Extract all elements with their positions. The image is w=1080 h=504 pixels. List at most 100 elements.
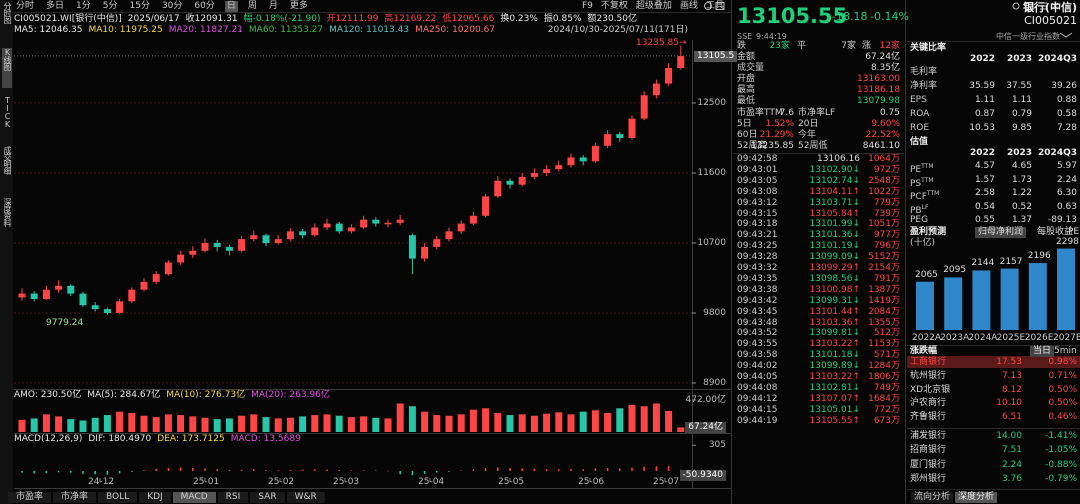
side-tab[interactable]: K线图 bbox=[2, 48, 12, 88]
volume-bar bbox=[201, 417, 209, 432]
macd-bar bbox=[167, 468, 170, 471]
macd-bar bbox=[570, 468, 572, 471]
stock-name[interactable]: 工商银行 bbox=[910, 357, 947, 367]
side-tab[interactable]: 深度资料 bbox=[3, 198, 12, 226]
stock-name[interactable]: 浦发银行 bbox=[910, 431, 947, 441]
period-tab[interactable]: 多日 bbox=[46, 1, 65, 11]
legend-item: MA(20): 263.96亿 bbox=[251, 390, 330, 400]
period-tab[interactable]: 月 bbox=[268, 1, 278, 11]
tool-button[interactable]: 超级叠加 bbox=[635, 1, 672, 11]
macd-bar bbox=[338, 470, 340, 471]
candle-body bbox=[372, 219, 380, 224]
panel-tab[interactable]: 流向分析 bbox=[911, 492, 954, 503]
macd-bar bbox=[240, 469, 243, 471]
quote-value: 7.6 bbox=[779, 108, 794, 118]
candle-body bbox=[128, 289, 136, 302]
macd-bar bbox=[655, 466, 658, 471]
tool-button[interactable]: 画线 bbox=[679, 1, 698, 11]
candle-body bbox=[262, 235, 270, 244]
bar-value-label: 2144 bbox=[971, 258, 995, 269]
candle-body bbox=[177, 254, 185, 263]
side-tab[interactable]: 成交明细 bbox=[3, 146, 12, 174]
stock-name[interactable]: 沪农商行 bbox=[910, 398, 947, 409]
indicator-tab[interactable]: W&R bbox=[286, 492, 325, 503]
volume-bar bbox=[55, 416, 63, 432]
period-tab[interactable]: 日 bbox=[224, 1, 238, 12]
window-icon[interactable] bbox=[1025, 2, 1034, 10]
side-tab[interactable]: 分时图 bbox=[3, 2, 12, 23]
ma-legend: MA5: 12046.35 MA10: 11975.25 MA20: 11827.2… bbox=[14, 25, 495, 36]
forecast-bar bbox=[1057, 248, 1075, 330]
macd-bar bbox=[387, 470, 389, 472]
volume-bar bbox=[140, 415, 148, 432]
period-tab[interactable]: 1分 bbox=[76, 1, 91, 11]
bar-value-label: 2157 bbox=[999, 256, 1023, 267]
mode-tab[interactable]: 5min bbox=[1054, 346, 1077, 356]
stock-name[interactable]: 杭州银行 bbox=[910, 370, 947, 381]
stock-price: 6.51 bbox=[1001, 412, 1022, 423]
period-tab[interactable]: 周 bbox=[247, 1, 257, 11]
tool-button[interactable]: 不复权 bbox=[600, 1, 628, 11]
indicator-tab[interactable]: KDJ bbox=[139, 492, 171, 503]
info-item: 2025/06/17 bbox=[127, 14, 180, 24]
forecast-button[interactable]: 归母净利润 bbox=[975, 227, 1027, 238]
stock-change: 0.46% bbox=[1048, 412, 1077, 423]
volume-bar bbox=[30, 418, 38, 432]
candle-body bbox=[640, 95, 648, 119]
indicator-tab[interactable]: SAR bbox=[250, 492, 285, 503]
price-change: -18.18 bbox=[832, 10, 868, 23]
candle-body bbox=[579, 157, 587, 162]
stock-name[interactable]: XD北京银 bbox=[910, 384, 951, 395]
stock-name[interactable]: 齐鲁银行 bbox=[910, 412, 947, 423]
stock-name[interactable]: 郑州银行 bbox=[910, 473, 947, 484]
row-value: 0.58 bbox=[1056, 109, 1077, 119]
window-icon[interactable] bbox=[715, 2, 725, 10]
menu-icon[interactable] bbox=[1040, 2, 1047, 10]
tick-time: 09:43:52 bbox=[737, 328, 778, 339]
x-tick-label: 2022A bbox=[912, 333, 942, 343]
volume-bar bbox=[116, 411, 124, 432]
period-tab[interactable]: 5分 bbox=[102, 1, 118, 11]
tool-button[interactable]: F9 bbox=[582, 1, 593, 11]
tool-button[interactable]: 工具 bbox=[705, 1, 724, 11]
indicator-tab[interactable]: 市净率 bbox=[53, 492, 97, 503]
stock-name[interactable]: 厦门银行 bbox=[910, 459, 947, 470]
tick-time: 09:43:32 bbox=[737, 263, 778, 273]
panel-tab[interactable]: 深度分析 bbox=[955, 492, 998, 503]
side-tab[interactable]: TICK bbox=[3, 96, 12, 128]
period-tab[interactable]: 30分 bbox=[161, 1, 183, 11]
macd-bar bbox=[265, 470, 267, 471]
macd-bar bbox=[94, 470, 96, 475]
row-value: 0.87 bbox=[974, 109, 995, 119]
macd-bar bbox=[509, 468, 511, 471]
quote-value: 67.24亿 bbox=[865, 52, 900, 62]
close-icon[interactable] bbox=[1051, 2, 1059, 10]
tick-time: 09:43:45 bbox=[737, 306, 778, 317]
indicator-tab[interactable]: RSI bbox=[217, 492, 249, 503]
indicator-tab[interactable]: BOLL bbox=[98, 492, 138, 503]
stock-change: -0.88% bbox=[1045, 459, 1077, 470]
volume-bar bbox=[347, 417, 355, 432]
forecast-button[interactable]: PE bbox=[1068, 227, 1080, 237]
mode-tab[interactable]: 当日 bbox=[1030, 346, 1055, 357]
indicator-tab[interactable]: 市盈率 bbox=[8, 492, 52, 503]
tick-volume: 1022万 bbox=[868, 186, 900, 197]
breadth-value: 7家 bbox=[841, 41, 856, 51]
macd-bar bbox=[179, 467, 182, 471]
row-label: PCFTTM bbox=[910, 190, 940, 203]
breadth-label: 涨 bbox=[862, 41, 872, 51]
toolbar-icons[interactable] bbox=[704, 2, 1073, 38]
forecast-button[interactable]: 每股收益 bbox=[1037, 227, 1074, 237]
period-tab[interactable]: 更多 bbox=[289, 1, 308, 11]
settings-icon[interactable] bbox=[704, 2, 712, 10]
search-icon[interactable] bbox=[1012, 2, 1020, 10]
stock-name[interactable]: 招商银行 bbox=[910, 445, 947, 456]
tick-price: 13106.16 bbox=[817, 154, 860, 164]
candle-body bbox=[116, 301, 124, 314]
candle-body bbox=[555, 165, 563, 170]
period-tab[interactable]: 60分 bbox=[194, 1, 215, 11]
period-tab[interactable]: 分时 bbox=[16, 1, 35, 11]
period-tab[interactable]: 15分 bbox=[129, 1, 150, 11]
indicator-tab[interactable]: MACD bbox=[172, 492, 216, 503]
expand-icon[interactable] bbox=[1059, 32, 1073, 38]
